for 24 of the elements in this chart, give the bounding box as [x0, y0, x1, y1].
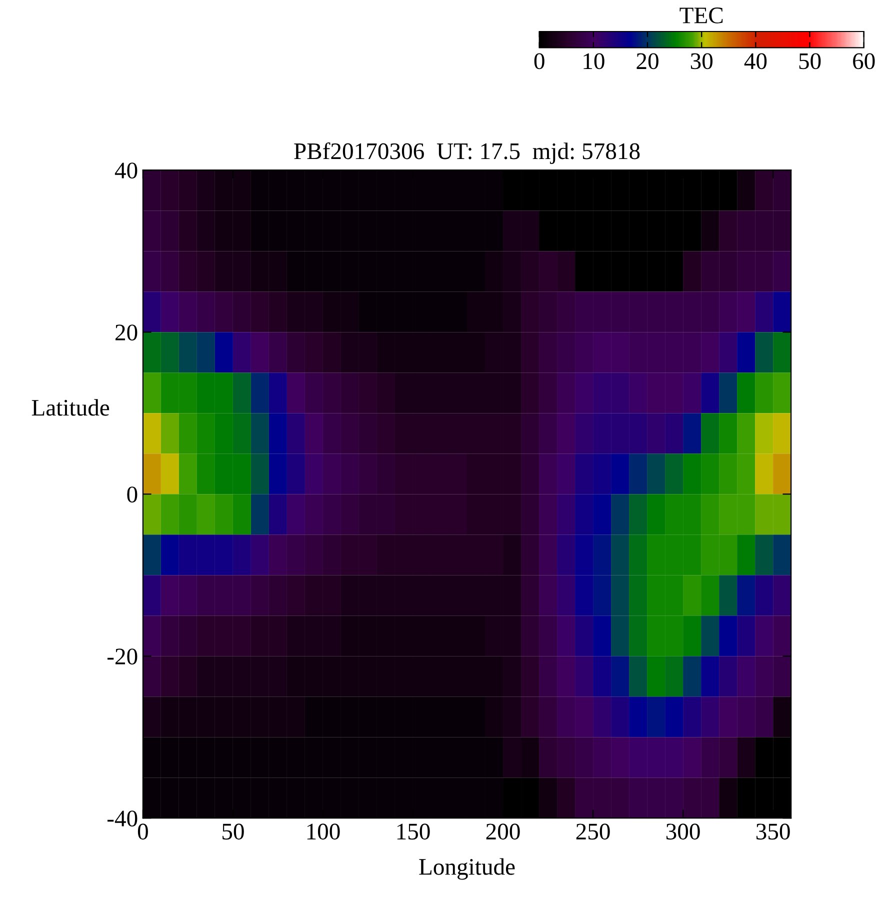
x-tick-label: 150	[397, 824, 430, 840]
color-bar-label: 0	[534, 53, 544, 70]
color-bar-label: 20	[636, 53, 658, 70]
x-tick-label: 50	[222, 824, 244, 840]
x-tick-label: 100	[307, 824, 340, 840]
y-tick-label: 0	[127, 486, 138, 503]
color-bar-label: 60	[853, 53, 875, 70]
y-axis-title: Latitude	[32, 399, 110, 416]
x-tick-label: 350	[756, 824, 790, 840]
x-tick-label: 300	[666, 824, 700, 840]
x-tick-label: 0	[138, 824, 148, 840]
color-bar-label: 50	[799, 53, 821, 70]
color-bar-title: TEC	[680, 8, 723, 24]
y-tick-label: 40	[114, 162, 138, 179]
chart-title: PBf20170306 UT: 17.5 mjd: 57818	[294, 142, 640, 164]
y-tick-label: 20	[116, 324, 138, 341]
y-tick-label: -20	[107, 648, 138, 665]
x-axis-title: Longitude	[419, 858, 515, 880]
x-tick-label: 200	[486, 824, 520, 840]
color-bar-label: 30	[690, 53, 713, 70]
y-tick-label: -40	[107, 810, 138, 827]
color-bar-label: 40	[744, 53, 767, 70]
x-tick-label: 250	[576, 824, 610, 840]
color-bar-label: 10	[584, 53, 604, 70]
